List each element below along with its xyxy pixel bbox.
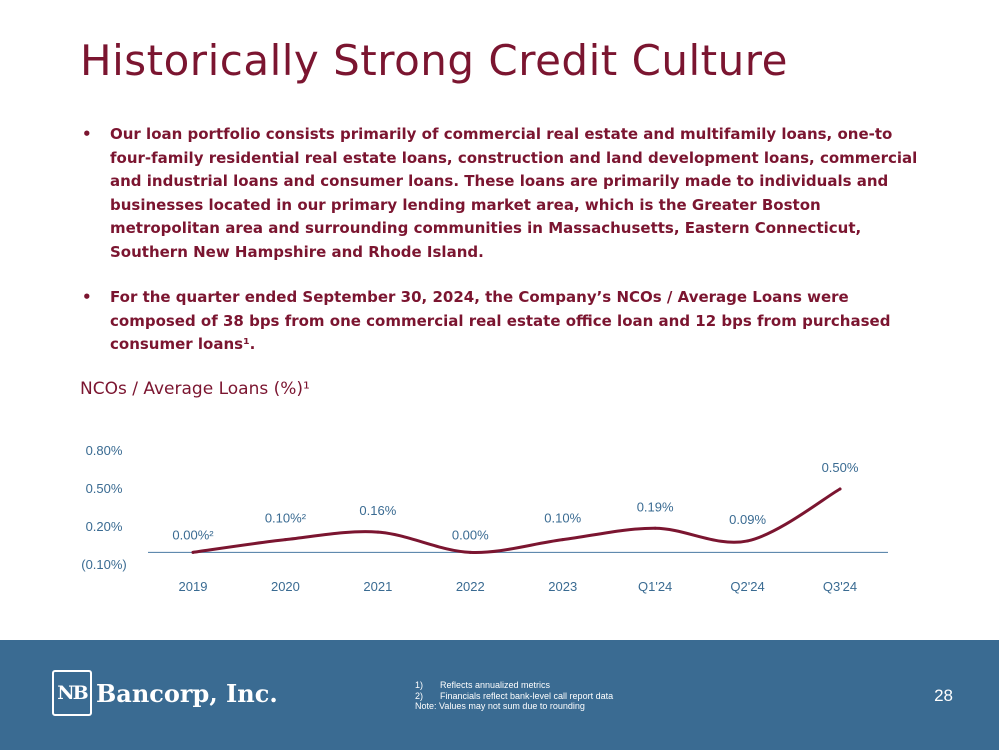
data-label: 0.10% — [544, 511, 581, 526]
data-label: 0.50% — [822, 460, 859, 475]
data-label: 0.00%² — [172, 527, 214, 542]
x-tick-label: 2019 — [179, 579, 208, 594]
data-point — [468, 550, 472, 554]
data-point — [191, 550, 195, 554]
data-point — [376, 530, 380, 534]
x-tick-label: 2021 — [363, 579, 392, 594]
nb-logo-mark: NB — [52, 670, 92, 716]
data-point — [653, 526, 657, 530]
data-point — [838, 487, 842, 491]
page-number: 28 — [934, 686, 953, 705]
bullet-loan-portfolio: Our loan portfolio consists primarily of… — [80, 123, 920, 264]
x-tick-label: 2020 — [271, 579, 300, 594]
y-tick-label: (0.10%) — [81, 557, 127, 572]
page-title: Historically Strong Credit Culture — [80, 36, 788, 85]
logo-wordmark: Bancorp, Inc. — [96, 678, 278, 708]
data-label: 0.19% — [637, 499, 674, 514]
x-tick-label: Q2'24 — [730, 579, 764, 594]
data-label: 0.10%² — [265, 511, 307, 526]
footnote-1: 1) Reflects annualized metrics — [415, 680, 551, 690]
company-logo: NB Bancorp, Inc. — [52, 670, 278, 716]
data-label: 0.09% — [729, 512, 766, 527]
data-label: 0.16% — [359, 503, 396, 518]
chart-title: NCOs / Average Loans (%)¹ — [80, 379, 310, 399]
nco-line-chart: 0.80% 0.50% 0.20% (0.10%) 0.00%² 0.10%² 0.16% 0… — [81, 443, 888, 594]
data-point — [561, 538, 565, 542]
data-point — [746, 539, 750, 543]
y-tick-label: 0.20% — [86, 519, 123, 534]
footnote-2: 2) Financials reflect bank-level call rep… — [415, 690, 614, 701]
bullet-list: Our loan portfolio consists primarily of… — [80, 123, 920, 379]
data-label: 0.00% — [452, 527, 489, 542]
x-tick-label: 2022 — [456, 579, 485, 594]
y-tick-label: 0.80% — [86, 443, 123, 458]
nco-series-line — [191, 487, 842, 554]
data-point — [283, 538, 287, 542]
x-tick-label: Q3'24 — [823, 579, 857, 594]
x-tick-label: Q1'24 — [638, 579, 672, 594]
bullet-quarter-ncos: For the quarter ended September 30, 2024… — [80, 286, 920, 357]
footnote-note: Note: Values may not sum due to rounding — [415, 701, 585, 711]
x-tick-label: 2023 — [548, 579, 577, 594]
footnotes: 1) Reflects annualized metrics 2) Financia… — [415, 680, 613, 712]
footer: NB Bancorp, Inc. 1) Reflects annualized m… — [0, 640, 999, 750]
y-tick-label: 0.50% — [86, 481, 123, 496]
